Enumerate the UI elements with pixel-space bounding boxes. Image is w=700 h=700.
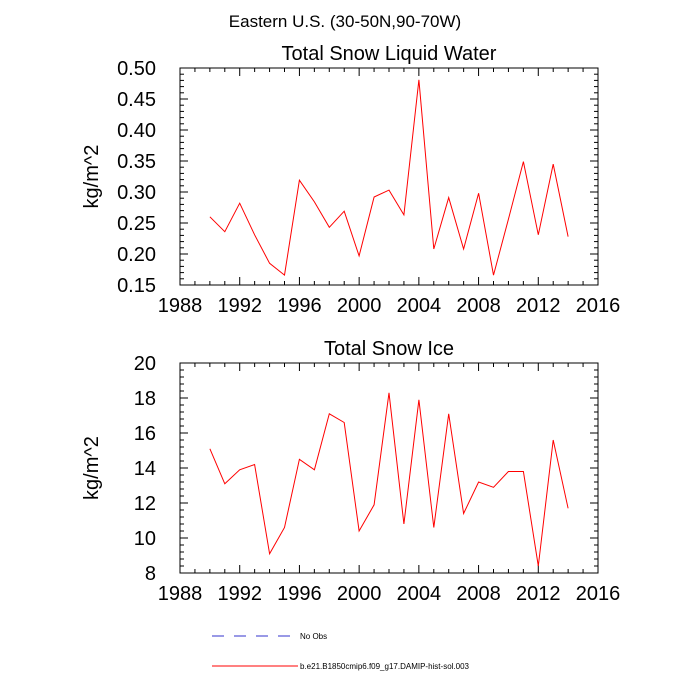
x-tick-label: 1992 xyxy=(217,583,262,605)
y-axis-label: kg/m^2 xyxy=(81,145,103,209)
y-tick-label: 8 xyxy=(145,563,156,585)
x-tick-label: 2004 xyxy=(397,295,442,317)
y-tick-label: 14 xyxy=(134,458,156,480)
x-tick-label: 1988 xyxy=(158,295,203,317)
y-tick-label: 18 xyxy=(134,388,156,410)
chart-panel: Total Snow Liquid Water kg/m^2 1988 1992 199… xyxy=(81,43,620,317)
panel-title: Total Snow Liquid Water xyxy=(282,43,497,65)
x-tick-label: 2000 xyxy=(337,295,382,317)
y-tick-label: 20 xyxy=(134,353,156,375)
x-tick-label: 2008 xyxy=(456,295,501,317)
y-tick-label: 0.15 xyxy=(117,275,156,297)
x-tick-label: 1988 xyxy=(158,583,203,605)
x-tick-label: 2012 xyxy=(516,295,561,317)
x-tick-label: 2000 xyxy=(337,583,382,605)
figure-title: Eastern U.S. (30-50N,90-70W) xyxy=(229,12,461,31)
x-tick-label: 2004 xyxy=(397,583,442,605)
x-tick-label: 1996 xyxy=(277,583,322,605)
y-tick-label: 0.25 xyxy=(117,213,156,235)
y-tick-label: 0.35 xyxy=(117,151,156,173)
legend-label: b.e21.B1850cmip6.f09_g17.DAMIP-hist-sol.… xyxy=(300,662,470,671)
panel-title: Total Snow Ice xyxy=(324,338,454,360)
x-tick-label: 1992 xyxy=(217,295,262,317)
y-axis-label: kg/m^2 xyxy=(81,436,103,500)
plot-frame xyxy=(179,67,599,286)
x-tick-label: 2012 xyxy=(516,583,561,605)
x-tick-label: 2016 xyxy=(576,295,621,317)
y-tick-label: 12 xyxy=(134,493,156,515)
y-tick-label: 10 xyxy=(134,528,156,550)
y-tick-label: 0.50 xyxy=(117,58,156,80)
x-tick-label: 1996 xyxy=(277,295,322,317)
y-tick-label: 0.30 xyxy=(117,182,156,204)
x-tick-label: 2016 xyxy=(576,583,621,605)
series-line xyxy=(209,79,569,277)
y-tick-label: 16 xyxy=(134,423,156,445)
y-tick-label: 0.20 xyxy=(117,244,156,266)
chart-panel: Total Snow Ice kg/m^2 1988 1992 1996 2000 2004… xyxy=(81,338,620,605)
x-tick-label: 2008 xyxy=(456,583,501,605)
legend: No Obs b.e21.B1850cmip6.f09_g17.DAMIP-his… xyxy=(212,632,470,671)
series-line xyxy=(209,392,569,567)
y-tick-label: 0.40 xyxy=(117,120,156,142)
y-tick-label: 0.45 xyxy=(117,89,156,111)
chart-panels: Total Snow Liquid Water kg/m^2 1988 1992 199… xyxy=(81,43,620,605)
legend-label: No Obs xyxy=(300,632,327,641)
